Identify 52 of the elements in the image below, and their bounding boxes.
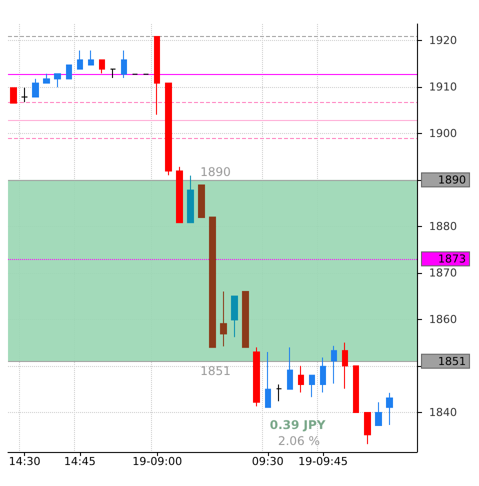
candlestick — [298, 365, 304, 393]
y-tick-label: 1840 — [429, 406, 457, 419]
candlestick — [66, 64, 72, 80]
candlestick — [176, 166, 183, 224]
ref-line-label: 1873 — [438, 252, 466, 266]
candlestick — [375, 402, 382, 426]
x-tick-label: 14:45 — [64, 455, 96, 468]
ref-line-label: 1890 — [438, 173, 466, 186]
y-tick-label: 1920 — [429, 34, 457, 47]
candlestick — [231, 296, 238, 338]
y-tick-label: 1910 — [429, 80, 457, 94]
x-tick-label: 19-09:45 — [298, 455, 348, 468]
candlestick — [43, 73, 50, 84]
ref-line-label: 1851 — [438, 354, 466, 368]
annotation: 0.39 JPY — [270, 418, 326, 432]
y-tick-label: 1870 — [429, 266, 457, 280]
y-tick-label: 1880 — [429, 220, 457, 233]
x-tick-label: 19-09:00 — [132, 455, 182, 468]
candlestick — [165, 82, 172, 176]
candlestick — [32, 78, 39, 98]
candlestick — [276, 384, 282, 402]
annotation: 2.06 % — [278, 434, 320, 448]
candlestick — [154, 36, 160, 116]
candlestick — [320, 357, 326, 393]
candlestick — [242, 291, 249, 348]
candlestick — [187, 175, 194, 224]
annotation: 1890 — [200, 165, 231, 179]
candlestick — [121, 50, 127, 78]
candlestick — [21, 87, 28, 103]
candlestick — [88, 50, 94, 66]
candlestick — [54, 73, 61, 88]
candlestick — [265, 351, 271, 408]
candlestick — [331, 345, 337, 384]
y-tick-label: 1900 — [429, 126, 457, 140]
candlestick — [209, 216, 216, 348]
y-tick-label: 1860 — [429, 312, 457, 326]
candlestick — [77, 50, 83, 70]
candlestick — [309, 374, 315, 398]
candlestick — [386, 392, 393, 426]
candlestick — [198, 184, 205, 218]
candlestick — [342, 342, 348, 390]
candlestick — [99, 59, 105, 74]
x-tick-label: 14:30 — [8, 455, 40, 468]
candlestick — [287, 346, 293, 390]
candlestick — [10, 87, 17, 104]
candlestick — [253, 346, 260, 407]
annotation: 1851 — [200, 364, 231, 378]
candlestick — [353, 365, 359, 413]
candlestick — [110, 68, 116, 78]
candlestick — [364, 412, 371, 445]
candlestick — [220, 291, 227, 347]
x-tick-label: 09:30 — [252, 455, 284, 468]
